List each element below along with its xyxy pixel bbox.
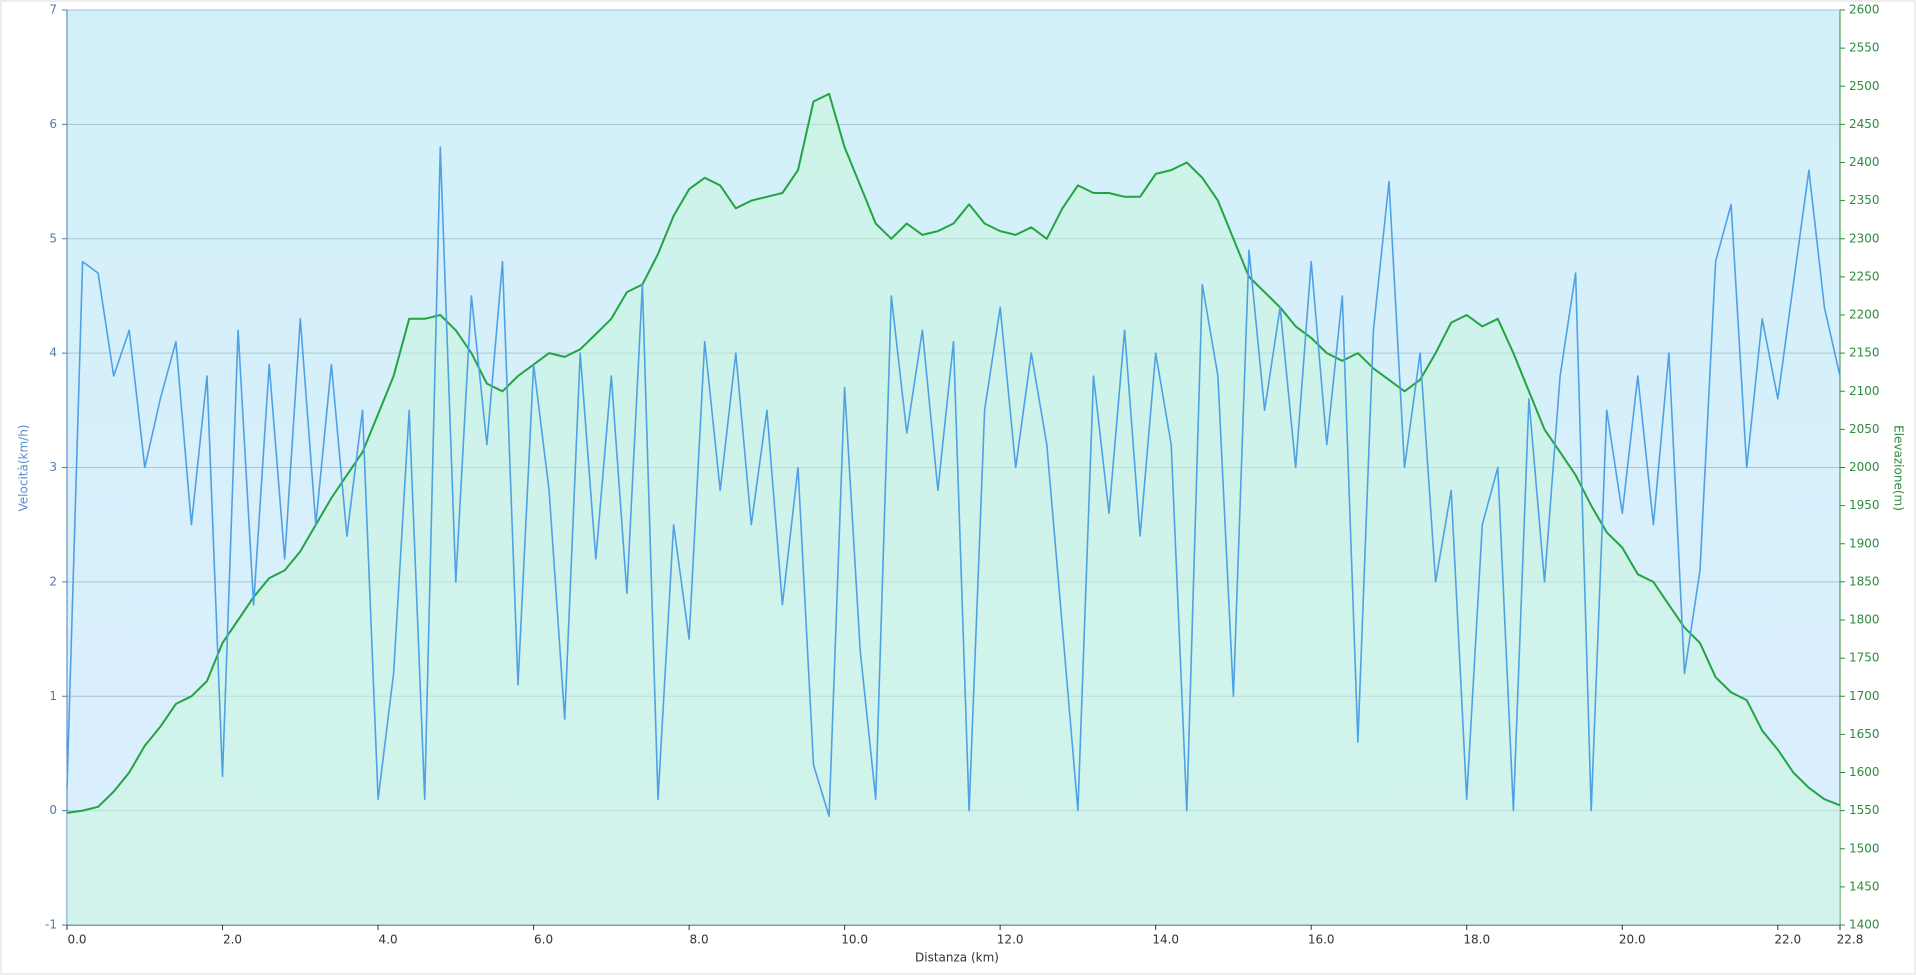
- y-tick-label: 1: [49, 689, 57, 703]
- y-tick-label: 3: [49, 460, 57, 474]
- y-tick-label: 2: [49, 574, 57, 588]
- y2-tick-label: 1600: [1849, 765, 1880, 779]
- y2-tick-label: 2250: [1849, 269, 1880, 283]
- elevation-line: [66, 92, 1841, 814]
- y-tick-label: -1: [45, 918, 57, 932]
- x-tick-label: 16.0: [1308, 933, 1335, 947]
- y2-tick-label: 2600: [1849, 3, 1880, 17]
- y2-tick-label: 2100: [1849, 384, 1880, 398]
- x-tick-label: 6.0: [534, 933, 553, 947]
- x-tick-label: 12.0: [997, 933, 1024, 947]
- x-tick-label: 0.0: [67, 933, 86, 947]
- y2-tick-label: 1850: [1849, 574, 1880, 588]
- x-tick-label: 4.0: [379, 933, 398, 947]
- elevation-area: [67, 93, 1840, 925]
- x-tick-label: 10.0: [841, 933, 868, 947]
- y2-tick-label: 2200: [1849, 308, 1880, 322]
- y2-tick-label: 1500: [1849, 841, 1880, 855]
- y2-tick-label: 2400: [1849, 155, 1880, 169]
- y-tick-label: 6: [49, 117, 57, 131]
- y-tick-label: 4: [49, 346, 57, 360]
- y-tick-label: 7: [49, 3, 57, 17]
- y2-axis-label: Elevazione(m): [1892, 425, 1906, 511]
- y2-tick-label: 2500: [1849, 79, 1880, 93]
- x-tick-label: 18.0: [1463, 933, 1490, 947]
- x-axis-label: Distanza (km): [915, 951, 999, 965]
- x-tick-label: 2.0: [223, 933, 242, 947]
- y2-tick-label: 1950: [1849, 498, 1880, 512]
- x-tick-label: 20.0: [1619, 933, 1646, 947]
- y2-tick-label: 2450: [1849, 117, 1880, 131]
- y2-tick-label: 2300: [1849, 231, 1880, 245]
- y2-tick-label: 2150: [1849, 346, 1880, 360]
- x-tick-label: 22.8: [1837, 933, 1864, 947]
- y2-tick-label: 1650: [1849, 727, 1880, 741]
- y2-tick-label: 1700: [1849, 689, 1880, 703]
- y-axis-label: Velocità(km/h): [17, 425, 31, 512]
- x-tick-label: 14.0: [1152, 933, 1179, 947]
- y2-tick-label: 2000: [1849, 460, 1880, 474]
- y2-tick-label: 1800: [1849, 613, 1880, 627]
- y2-tick-label: 1550: [1849, 803, 1880, 817]
- speed-line: [66, 146, 1841, 818]
- y-tick-label: 0: [49, 803, 57, 817]
- y2-tick-label: 1450: [1849, 879, 1880, 893]
- y2-tick-label: 1400: [1849, 918, 1880, 932]
- y2-tick-label: 2550: [1849, 41, 1880, 55]
- y-tick-label: 5: [49, 231, 57, 245]
- y2-tick-label: 1900: [1849, 536, 1880, 550]
- x-tick-label: 8.0: [690, 933, 709, 947]
- x-tick-label: 22.0: [1774, 933, 1801, 947]
- y2-tick-label: 2050: [1849, 422, 1880, 436]
- y2-tick-label: 1750: [1849, 651, 1880, 665]
- y2-tick-label: 2350: [1849, 193, 1880, 207]
